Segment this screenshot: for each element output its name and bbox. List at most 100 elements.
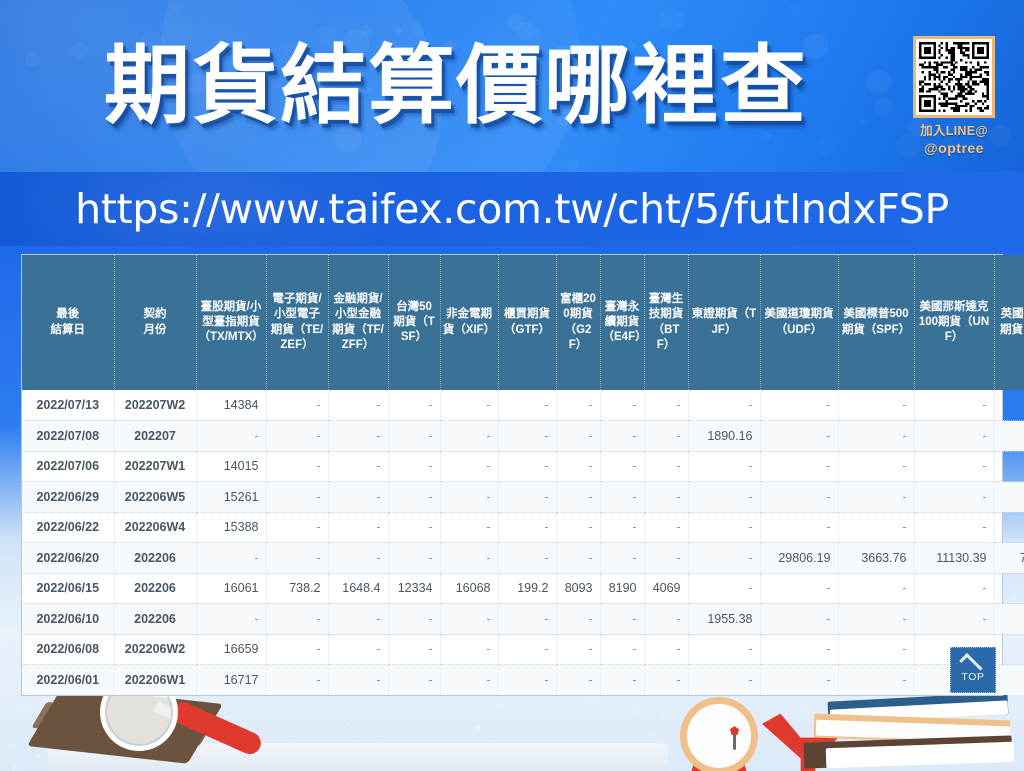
cell-f1f: -: [994, 451, 1024, 482]
cell-g2f: 8093: [556, 573, 601, 604]
cell-xif: -: [440, 390, 499, 421]
table-row[interactable]: 2022/06/15 202206 16061 738.2 1648.4 12334 160…: [22, 573, 1024, 604]
cell-gtf: -: [498, 512, 557, 543]
books-illustration: [800, 691, 1020, 771]
banner-dot-pattern: [0, 0, 1024, 172]
cell-month: 202207W2: [114, 390, 197, 421]
cell-te: -: [266, 390, 329, 421]
column-header-date: 最後 結算日: [22, 255, 115, 390]
cell-unf: -: [914, 481, 995, 513]
clock-illustration: [672, 693, 772, 771]
cell-gtf: -: [498, 634, 557, 665]
cell-xif: -: [440, 664, 499, 695]
column-header-btf: 臺灣生技期貨（BTF）: [644, 255, 689, 390]
cell-unf: -: [914, 512, 995, 543]
cell-date: 2022/06/22: [22, 512, 115, 543]
cell-month: 202206W5: [114, 481, 197, 513]
column-header-tx: 臺股期貨/小型臺指期貨（TX/MTX）: [196, 255, 267, 390]
table-body: 2022/07/13202207W214384-------------2022…: [22, 390, 1024, 695]
cell-btf: -: [644, 542, 689, 574]
scroll-to-top-button[interactable]: TOP: [950, 647, 996, 693]
line-promo-block[interactable]: 加入LINE@ @optree: [906, 36, 1002, 156]
cell-e4f: -: [600, 451, 645, 482]
cell-f1f: -: [994, 420, 1024, 452]
cell-xif: -: [440, 481, 499, 513]
cell-xif: -: [440, 603, 499, 635]
cell-tjf: -: [688, 573, 761, 604]
banner-swoosh-shape-2: [160, 0, 580, 172]
cell-tf: -: [328, 451, 389, 482]
cell-f1f: -: [994, 634, 1024, 665]
cell-tf: -: [328, 542, 389, 574]
cell-udf: -: [760, 573, 839, 604]
cell-btf: -: [644, 481, 689, 513]
cell-te: -: [266, 603, 329, 635]
cell-tx: 15261: [196, 481, 267, 513]
cell-spf: -: [838, 390, 915, 421]
cell-te: -: [266, 664, 329, 695]
cell-date: 2022/07/08: [22, 420, 115, 452]
column-header-te: 電子期貨/小型電子期貨（TE/ZEF）: [266, 255, 329, 390]
cell-udf: 29806.19: [760, 542, 839, 574]
cell-unf: 11130.39: [914, 542, 995, 574]
cell-e4f: -: [600, 420, 645, 452]
cell-month: 202206W2: [114, 634, 197, 665]
cell-g2f: -: [556, 420, 601, 452]
cell-xif: 16068: [440, 573, 499, 604]
cell-spf: 3663.76: [838, 542, 915, 574]
cell-g2f: -: [556, 603, 601, 635]
line-join-label: 加入LINE@: [920, 124, 988, 138]
cell-tx: -: [196, 542, 267, 574]
cell-tjf: 1955.38: [688, 603, 761, 635]
cell-tx: 16717: [196, 664, 267, 695]
taifex-url[interactable]: https://www.taifex.com.tw/cht/5/futIndxF…: [75, 185, 949, 233]
cell-gtf: -: [498, 390, 557, 421]
column-header-g2f: 富櫃200期貨（G2F）: [556, 255, 601, 390]
cell-t5f: -: [388, 512, 441, 543]
cell-g2f: -: [556, 512, 601, 543]
cell-btf: -: [644, 451, 689, 482]
column-header-xif: 非金電期貨（XIF）: [440, 255, 499, 390]
table-header: 最後 結算日 契約 月份 臺股期貨/小型臺指期貨（TX/MTX） 電子期貨/小型電子期貨（…: [22, 255, 1024, 390]
cell-month: 202206: [114, 603, 197, 635]
cell-e4f: -: [600, 481, 645, 513]
cell-udf: -: [760, 451, 839, 482]
cell-tx: -: [196, 420, 267, 452]
cell-date: 2022/06/01: [22, 664, 115, 695]
cell-te: -: [266, 481, 329, 513]
cell-g2f: -: [556, 542, 601, 574]
cell-unf: -: [914, 420, 995, 452]
cell-te: -: [266, 420, 329, 452]
cell-udf: -: [760, 512, 839, 543]
cell-tjf: -: [688, 664, 761, 695]
cell-unf: -: [914, 390, 995, 421]
cell-spf: -: [838, 573, 915, 604]
qr-code[interactable]: [913, 36, 995, 118]
cell-tjf: -: [688, 390, 761, 421]
cell-udf: -: [760, 420, 839, 452]
cell-g2f: -: [556, 634, 601, 665]
cell-date: 2022/06/08: [22, 634, 115, 665]
cell-e4f: -: [600, 542, 645, 574]
cell-e4f: -: [600, 664, 645, 695]
cell-tx: -: [196, 603, 267, 635]
cell-gtf: -: [498, 603, 557, 635]
cell-xif: -: [440, 542, 499, 574]
cell-date: 2022/07/06: [22, 451, 115, 482]
cell-tf: -: [328, 390, 389, 421]
cell-date: 2022/06/15: [22, 573, 115, 604]
cell-f1f: -: [994, 603, 1024, 635]
cell-gtf: -: [498, 420, 557, 452]
cell-e4f: -: [600, 390, 645, 421]
cell-tf: -: [328, 512, 389, 543]
table-row[interactable]: 2022/06/20 202206- - - - - - - - - -29806.19 3663.7…: [22, 542, 1024, 574]
cell-tx: 16659: [196, 634, 267, 665]
